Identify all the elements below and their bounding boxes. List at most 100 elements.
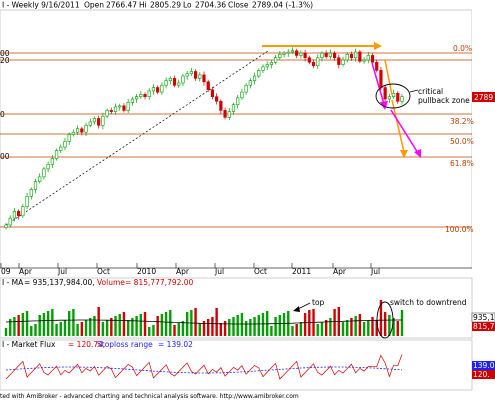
candle-body <box>375 62 379 71</box>
volume-bar <box>185 312 189 336</box>
volume-bar <box>30 326 33 336</box>
volume-bar <box>278 315 282 336</box>
magenta-arrow-2-head <box>414 149 421 158</box>
volume-bar <box>181 321 185 336</box>
orange-arrow-head <box>400 150 408 158</box>
candle-body <box>92 118 97 123</box>
header-hi-label: Hi <box>139 1 147 10</box>
x-axis-label: Apr <box>333 267 347 276</box>
candle-body <box>118 105 122 108</box>
fib-label-382: 38.2% <box>450 117 474 126</box>
candle-body <box>316 57 320 67</box>
orange-projection-2 <box>391 99 405 153</box>
volume-bar <box>240 313 244 336</box>
volume-bar <box>173 325 176 336</box>
volume-bar <box>223 321 227 336</box>
volume-annotation-switch: switch to downtrend <box>390 298 467 307</box>
volume-bar <box>118 314 121 336</box>
volume-bar <box>257 315 260 336</box>
volume-bar <box>249 319 252 336</box>
volume-bar <box>122 312 126 336</box>
flux-badge-text: 120. <box>473 370 490 379</box>
volume-bar <box>80 322 84 336</box>
header-hi-value: 2805.29 <box>150 1 181 10</box>
volume-bar <box>72 309 75 336</box>
volume-bar <box>101 322 105 336</box>
x-axis-label: Apr <box>176 267 190 276</box>
stoploss-line <box>5 366 403 374</box>
candle-body <box>370 55 375 63</box>
volume-bar <box>38 315 41 336</box>
candle-body <box>71 131 76 135</box>
candle-body <box>97 118 101 126</box>
volume-bar <box>333 309 336 336</box>
candle-body <box>223 110 227 118</box>
candle-body <box>113 106 118 112</box>
volume-bar <box>148 327 151 336</box>
candle-body <box>76 128 80 133</box>
volume-bar <box>156 316 159 336</box>
volume-bar <box>244 321 248 336</box>
candle-body <box>139 94 143 97</box>
candle-body <box>101 115 105 126</box>
candle-body <box>362 59 366 62</box>
candle-body <box>8 217 12 226</box>
candle-body <box>189 71 193 75</box>
volume-bar <box>211 317 214 336</box>
candle-body <box>160 84 164 93</box>
fib-label-1000: 100.0% <box>445 225 474 234</box>
header-lo-label: Lo <box>183 1 192 10</box>
candle-body <box>12 210 17 219</box>
volume-bar <box>232 317 235 336</box>
candle-body <box>4 224 8 228</box>
volume-bar <box>324 320 328 336</box>
volume-bar <box>17 315 20 336</box>
volume-bar <box>291 326 294 336</box>
candle-body <box>400 96 404 102</box>
candle-body <box>391 92 396 97</box>
volume-bar <box>274 317 277 336</box>
candle-body <box>181 75 185 84</box>
volume-bar <box>219 323 223 336</box>
candle-body <box>244 84 248 93</box>
candle-body <box>219 100 223 111</box>
candle-body <box>33 181 38 190</box>
candle-body <box>206 81 210 91</box>
magenta-arrow-1-line <box>371 62 385 105</box>
candle-body <box>193 71 198 79</box>
candle-body <box>202 74 206 83</box>
candle-body <box>134 96 139 100</box>
candle-body <box>29 189 33 197</box>
volume-bar <box>379 300 383 336</box>
volume-bar <box>329 318 332 336</box>
last-price-badge <box>472 92 495 102</box>
candle-body <box>156 87 160 93</box>
volume-bar <box>236 315 239 336</box>
volume-bar <box>25 311 29 336</box>
candle-body <box>126 102 130 111</box>
candle-body <box>172 78 177 86</box>
volume-bar <box>320 322 324 336</box>
volume-bar <box>97 307 100 336</box>
price-axis-area <box>472 10 495 268</box>
candle-body <box>63 141 67 148</box>
candle-body <box>236 97 240 106</box>
volume-bar <box>63 320 67 336</box>
candle-body <box>227 111 231 118</box>
volume-legend-ma: = 935,137,984.00, <box>24 278 95 287</box>
header-close-value: 2789.04 (-1.3%) <box>252 1 313 10</box>
volume-bar <box>169 310 172 336</box>
candle-body <box>84 125 88 133</box>
last-price-text: 2789 <box>474 93 493 102</box>
top-annotation-arrow-head <box>293 306 300 312</box>
volume-annotation-top: top <box>312 298 325 307</box>
candle-body <box>282 52 286 55</box>
annotation-leader <box>409 89 419 93</box>
volume-bar <box>9 319 12 336</box>
left-axis-label-3: 0 <box>0 110 5 119</box>
volume-bar <box>177 323 180 336</box>
candle-body <box>54 150 59 159</box>
left-axis-label-2: 20 <box>0 56 10 65</box>
candle-body <box>278 53 282 59</box>
volume-bar <box>105 320 109 336</box>
